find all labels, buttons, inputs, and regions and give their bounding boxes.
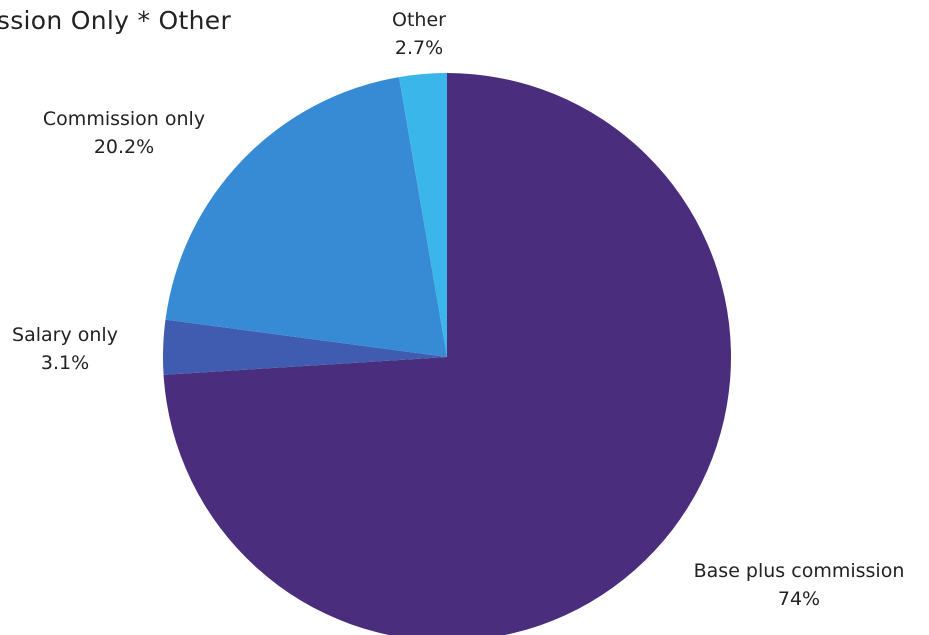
label-commission-only-value: 20.2%: [93, 136, 155, 158]
label-salary-only-name: Salary only: [12, 324, 118, 346]
label-salary-only-value: 3.1%: [40, 352, 90, 374]
label-base-plus-commission: Base plus commission 74%: [694, 557, 905, 613]
label-other: Other 2.7%: [392, 6, 446, 62]
label-salary-only: Salary only 3.1%: [12, 321, 118, 377]
label-commission-only: Commission only 20.2%: [43, 105, 205, 161]
label-other-name: Other: [392, 9, 446, 31]
pie-slice-base-plus-commission: [163, 73, 731, 635]
label-base-plus-commission-name: Base plus commission: [693, 560, 905, 582]
pie-slice-other: [399, 73, 447, 357]
label-base-plus-commission-value: 74%: [777, 588, 821, 610]
label-other-value: 2.7%: [394, 37, 444, 59]
label-commission-only-name: Commission only: [42, 108, 206, 130]
pie-slice-salary-only: [162, 319, 447, 375]
chart-title: Commission Only * Other: [0, 6, 232, 35]
pie-slice-commission-only: [165, 77, 447, 357]
